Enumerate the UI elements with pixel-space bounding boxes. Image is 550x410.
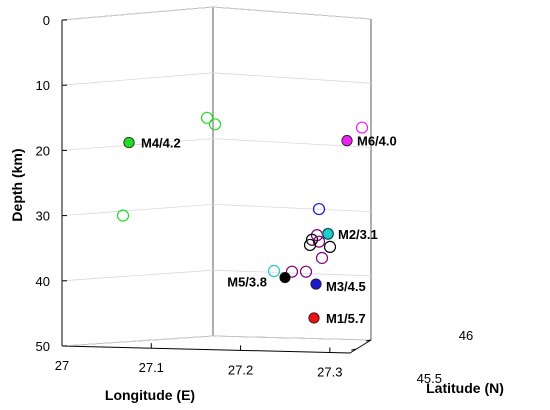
aftershock-point	[312, 235, 326, 248]
longitude-tick-label: 27	[55, 358, 69, 373]
depth-tick-label: 50	[36, 339, 50, 354]
depth-grid-left	[61, 335, 214, 347]
aftershock-point	[208, 118, 222, 131]
depth-tick-label: 10	[36, 78, 50, 93]
depth-grid-right	[212, 6, 372, 20]
depth-grid-left	[61, 72, 214, 86]
tick-labels: 0 10 20 30 40 50 27 27.1 27.2 27.3 45.5 46	[36, 13, 474, 386]
main-event-point	[341, 135, 353, 147]
depth-tick-label: 0	[43, 13, 50, 28]
aftershock-point	[267, 264, 281, 278]
latitude-tick	[351, 348, 357, 351]
longitude-axis-title: Longitude (E)	[105, 387, 195, 403]
depth-grid-right	[212, 204, 372, 212]
depth-tick-label: 20	[36, 143, 50, 158]
aftershock-point	[312, 202, 326, 216]
latitude-axis-title: Latitude (N)	[426, 380, 504, 396]
aftershock-point	[200, 111, 214, 124]
aftershock-point	[116, 209, 130, 222]
aftershock-point	[285, 265, 299, 278]
aftershock-point	[323, 240, 337, 253]
longitude-tick-label: 27.3	[317, 365, 342, 380]
axes-box	[61, 6, 372, 354]
grid-lines	[61, 6, 372, 347]
aftershock-point	[315, 251, 329, 265]
latitude-tick-label: 46	[459, 328, 473, 343]
main-event-label: M4/4.2	[141, 136, 181, 151]
longitude-axis-line	[61, 345, 351, 354]
main-event-label: M1/5.7	[326, 311, 366, 326]
depth-grid-left	[61, 204, 214, 216]
depth-grid-right	[212, 335, 372, 341]
data-points	[116, 111, 369, 324]
main-event-label: M5/3.8	[227, 275, 267, 290]
depth-grid-left	[61, 269, 214, 282]
latitude-tick-label: 45.5	[417, 371, 442, 386]
main-event-point	[308, 312, 320, 324]
longitude-tick-label: 27.2	[228, 362, 253, 377]
depth-grid-left	[61, 6, 214, 21]
aftershock-point	[299, 265, 313, 278]
aftershock-point	[305, 233, 319, 246]
depth-grid-right	[212, 72, 372, 84]
aftershock-point	[355, 121, 369, 134]
main-event-label: M6/4.0	[357, 134, 397, 149]
depth-grid-left	[61, 138, 214, 151]
tick-marks	[61, 19, 372, 353]
event-labels: M4/4.2 M6/4.0 M2/3.1 M5/3.8 M3/4.5 M1/5.7	[141, 134, 397, 326]
depth-tick-label: 30	[36, 209, 50, 224]
depth-tick-label: 40	[36, 274, 50, 289]
depth-grid-right	[212, 269, 372, 277]
latitude-tick	[365, 339, 372, 342]
main-event-point	[279, 271, 291, 284]
depth-grid-right	[212, 138, 372, 148]
latitude-axis-line	[349, 339, 372, 354]
main-event-point	[322, 228, 334, 240]
main-event-label: M2/3.1	[338, 227, 378, 242]
main-event-point	[123, 136, 135, 149]
main-event-point	[310, 278, 322, 290]
aftershock-point	[303, 238, 317, 252]
main-event-label: M3/4.5	[326, 279, 366, 294]
depth-axis-title: Depth (km)	[9, 148, 25, 221]
longitude-tick-label: 27.1	[139, 360, 164, 375]
